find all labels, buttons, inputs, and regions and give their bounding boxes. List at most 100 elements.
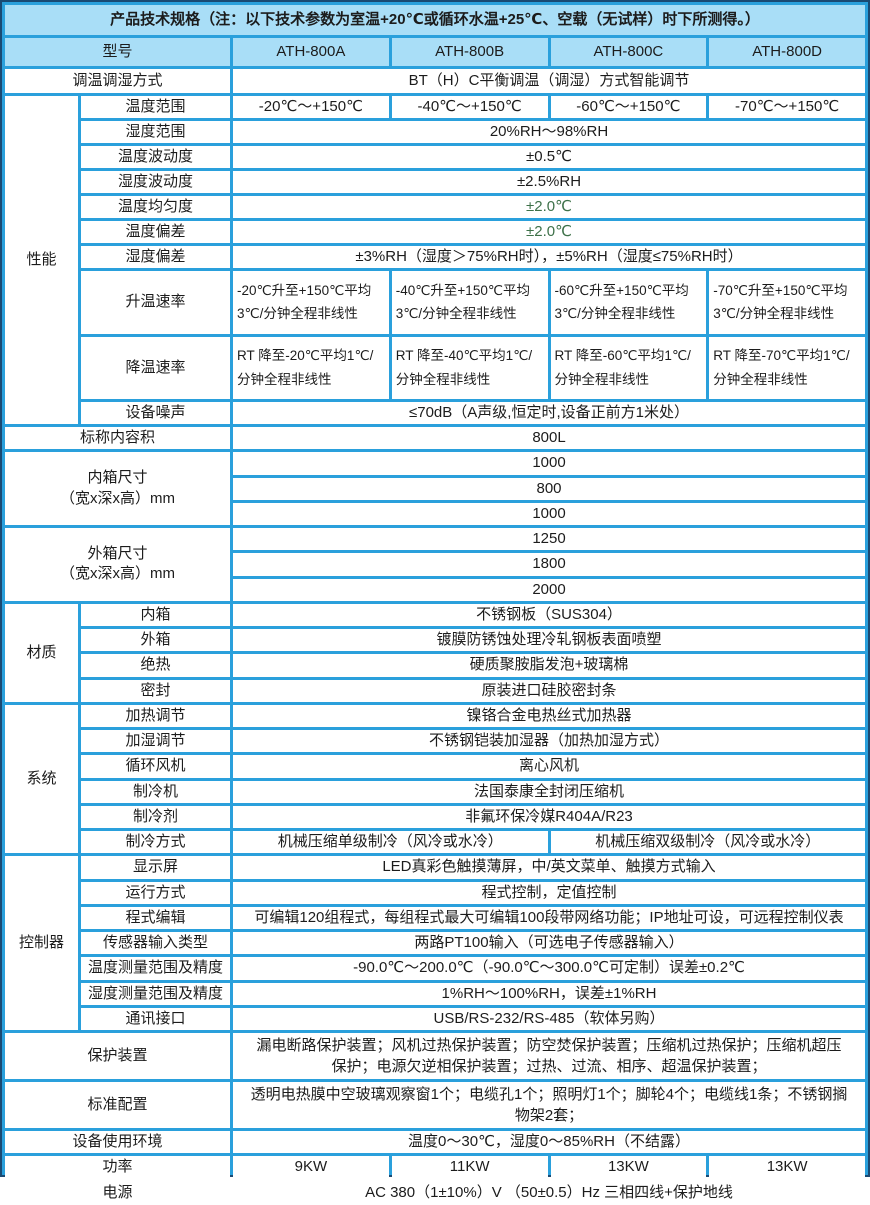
section-inner-size: 内箱尺寸 （宽x深x高）mm 1000 800 1000 (5, 452, 865, 525)
outer-size-width: 1250 (233, 528, 865, 551)
row-power: 功率 9KW 11KW 13KW 13KW (5, 1156, 865, 1179)
temp-range-c: -60℃～+150℃ (550, 96, 707, 118)
row-material-inner: 内箱 不锈钢板（SUS304） (81, 603, 865, 626)
material-seal-label: 密封 (81, 679, 230, 702)
row-cooling-mode: 制冷方式 机械压缩单级制冷（风冷或水冷） 机械压缩双级制冷（风冷或水冷） (81, 831, 865, 854)
row-outer-width: 1250 (233, 528, 865, 551)
heat-rate-d: -70℃升至+150℃平均3℃/分钟全程非线性 (709, 271, 865, 334)
heating-label: 加热调节 (81, 704, 230, 727)
row-material-insulation: 绝热 硬质聚胺脂发泡+玻璃棉 (81, 654, 865, 677)
humidify-value: 不锈钢铠装加湿器（加热加湿方式） (233, 730, 865, 753)
inner-size-label: 内箱尺寸 （宽x深x高）mm (5, 452, 230, 525)
cool-rate-label: 降温速率 (81, 336, 230, 399)
row-volume: 标称内容积 800L (5, 427, 865, 450)
method-row: 调温调湿方式 BT（H）C平衡调温（调湿）方式智能调节 (5, 69, 865, 93)
row-comm: 通讯接口 USB/RS-232/RS-485（软体另购） (81, 1007, 865, 1030)
sensor-value: 两路PT100输入（可选电子传感器输入） (233, 932, 865, 955)
section-controller: 控制器 显示屏 LED真彩色触摸薄屏，中/英文菜单、触摸方式输入 运行方式 程式… (5, 856, 865, 1030)
model-d: ATH-800D (709, 38, 865, 66)
humi-fluct-value: ±2.5%RH (233, 171, 865, 193)
row-standard-config: 标准配置 透明电热膜中空玻璃观察窗1个；电缆孔1个；照明灯1个；脚轮4个；电缆线… (5, 1082, 865, 1128)
programming-value: 可编辑120组程式，每组程式最大可编辑100段带网络功能；IP地址可设，可远程控… (233, 906, 865, 929)
humi-deviation-value: ±3%RH（湿度＞75%RH时），±5%RH（湿度≤75%RH时） (233, 246, 865, 268)
run-mode-label: 运行方式 (81, 881, 230, 904)
group-label-system: 系统 (5, 704, 78, 854)
row-outer-depth: 1800 (233, 553, 865, 576)
temp-fluct-label: 温度波动度 (81, 146, 230, 168)
inner-size-height: 1000 (233, 502, 865, 525)
inner-size-width: 1000 (233, 452, 865, 475)
programming-label: 程式编辑 (81, 906, 230, 929)
refrigerant-value: 非氟环保冷媒R404A/R23 (233, 805, 865, 828)
row-humi-range: 湿度范围 20%RH～98%RH (81, 121, 865, 143)
humi-range-label: 湿度范围 (81, 121, 230, 143)
outer-size-height: 2000 (233, 578, 865, 601)
row-programming: 程式编辑 可编辑120组程式，每组程式最大可编辑100段带网络功能；IP地址可设… (81, 906, 865, 929)
row-refrigerant: 制冷剂 非氟环保冷媒R404A/R23 (81, 805, 865, 828)
outer-size-label: 外箱尺寸 （宽x深x高）mm (5, 528, 230, 601)
temp-range-d: -70℃～+150℃ (709, 96, 865, 118)
row-run-mode: 运行方式 程式控制，定值控制 (81, 881, 865, 904)
heating-value: 镍铬合金电热丝式加热器 (233, 704, 865, 727)
row-sensor: 传感器输入类型 两路PT100输入（可选电子传感器输入） (81, 932, 865, 955)
material-seal-value: 原装进口硅胶密封条 (233, 679, 865, 702)
material-inner-value: 不锈钢板（SUS304） (233, 603, 865, 626)
cool-rate-d: RT 降至-70℃平均1℃/分钟全程非线性 (709, 336, 865, 399)
page-title: 产品技术规格（注：以下技术参数为室温+20℃或循环水温+25℃、空载（无试样）时… (5, 5, 865, 35)
row-humi-measure: 湿度测量范围及精度 1%RH～100%RH，误差±1%RH (81, 982, 865, 1005)
section-performance: 性能 温度范围 -20℃～+150℃ -40℃～+150℃ -60℃～+150℃… (5, 96, 865, 424)
comm-label: 通讯接口 (81, 1007, 230, 1030)
title-row: 产品技术规格（注：以下技术参数为室温+20℃或循环水温+25℃、空载（无试样）时… (5, 5, 865, 35)
run-mode-value: 程式控制，定值控制 (233, 881, 865, 904)
material-insulation-value: 硬质聚胺脂发泡+玻璃棉 (233, 654, 865, 677)
heat-rate-a: -20℃升至+150℃平均3℃/分钟全程非线性 (233, 271, 389, 334)
row-heating: 加热调节 镍铬合金电热丝式加热器 (81, 704, 865, 727)
temp-range-label: 温度范围 (81, 96, 230, 118)
comm-value: USB/RS-232/RS-485（软体另购） (233, 1007, 865, 1030)
section-material: 材质 内箱 不锈钢板（SUS304） 外箱 镀膜防锈蚀处理冷轧钢板表面喷塑 绝热… (5, 603, 865, 702)
temp-range-b: -40℃～+150℃ (391, 96, 548, 118)
humi-measure-value: 1%RH～100%RH，误差±1%RH (233, 982, 865, 1005)
compressor-value: 法国泰康全封闭压缩机 (233, 780, 865, 803)
humidify-label: 加湿调节 (81, 730, 230, 753)
temp-measure-label: 温度测量范围及精度 (81, 957, 230, 980)
row-noise: 设备噪声 ≤70dB（A声级,恒定时,设备正前方1米处） (81, 402, 865, 424)
compressor-label: 制冷机 (81, 780, 230, 803)
sensor-label: 传感器输入类型 (81, 932, 230, 955)
row-humi-deviation: 湿度偏差 ±3%RH（湿度＞75%RH时），±5%RH（湿度≤75%RH时） (81, 246, 865, 268)
fan-value: 离心风机 (233, 755, 865, 778)
inner-size-depth: 800 (233, 477, 865, 500)
cool-rate-a: RT 降至-20℃平均1℃/分钟全程非线性 (233, 336, 389, 399)
row-heat-rate: 升温速率 -20℃升至+150℃平均3℃/分钟全程非线性 -40℃升至+150℃… (81, 271, 865, 334)
model-c: ATH-800C (550, 38, 707, 66)
material-outer-value: 镀膜防锈蚀处理冷轧钢板表面喷塑 (233, 629, 865, 652)
display-value: LED真彩色触摸薄屏，中/英文菜单、触摸方式输入 (233, 856, 865, 879)
protection-label: 保护装置 (5, 1033, 230, 1079)
method-label: 调温调湿方式 (5, 69, 230, 93)
heat-rate-b: -40℃升至+150℃平均3℃/分钟全程非线性 (391, 271, 548, 334)
power-label: 功率 (5, 1156, 230, 1179)
row-humi-fluct: 湿度波动度 ±2.5%RH (81, 171, 865, 193)
cool-rate-c: RT 降至-60℃平均1℃/分钟全程非线性 (550, 336, 707, 399)
cool-rate-b: RT 降至-40℃平均1℃/分钟全程非线性 (391, 336, 548, 399)
noise-label: 设备噪声 (81, 402, 230, 424)
fan-label: 循环风机 (81, 755, 230, 778)
row-protection: 保护装置 漏电断路保护装置；风机过热保护装置；防空焚保护装置；压缩机过热保护；压… (5, 1033, 865, 1079)
protection-value: 漏电断路保护装置；风机过热保护装置；防空焚保护装置；压缩机过热保护；压缩机超压 … (233, 1033, 865, 1079)
material-inner-label: 内箱 (81, 603, 230, 626)
heat-rate-label: 升温速率 (81, 271, 230, 334)
row-compressor: 制冷机 法国泰康全封闭压缩机 (81, 780, 865, 803)
row-temp-uniformity: 温度均匀度 ±2.0℃ (81, 196, 865, 218)
row-inner-height: 1000 (233, 502, 865, 525)
cooling-mode-double: 机械压缩双级制冷（风冷或水冷） (550, 831, 865, 854)
temp-deviation-value: ±2.0℃ (233, 221, 865, 243)
temp-deviation-label: 温度偏差 (81, 221, 230, 243)
row-environment: 设备使用环境 温度0～30℃，湿度0～85%RH（不结露） (5, 1131, 865, 1154)
outer-size-depth: 1800 (233, 553, 865, 576)
row-material-outer: 外箱 镀膜防锈蚀处理冷轧钢板表面喷塑 (81, 629, 865, 652)
power-b: 11KW (391, 1156, 548, 1179)
standard-config-label: 标准配置 (5, 1082, 230, 1128)
method-value: BT（H）C平衡调温（调湿）方式智能调节 (233, 69, 865, 93)
section-outer-size: 外箱尺寸 （宽x深x高）mm 1250 1800 2000 (5, 528, 865, 601)
